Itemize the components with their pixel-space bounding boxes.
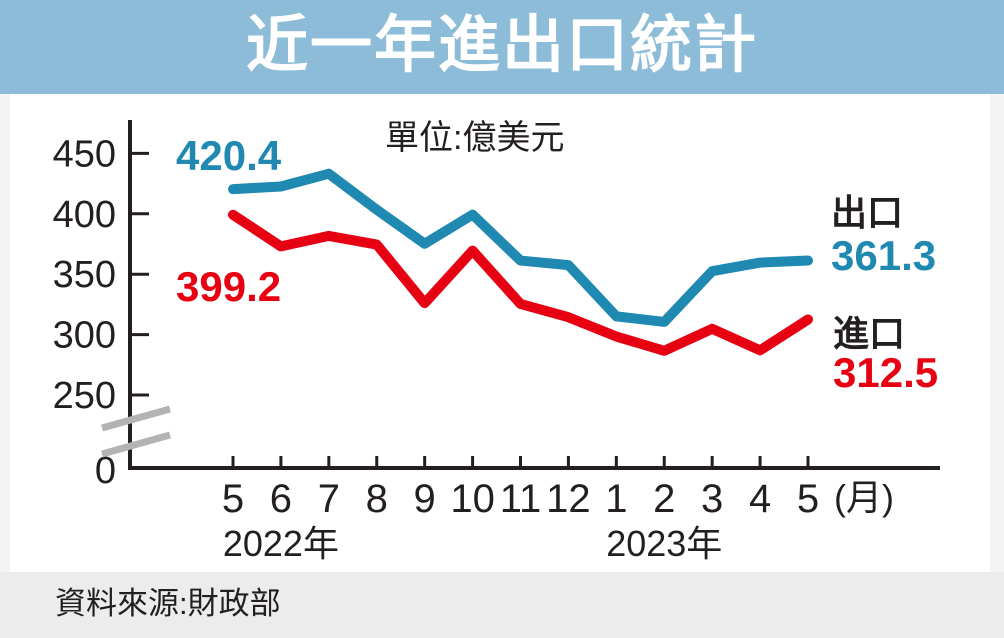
- month-label: 10: [450, 477, 495, 521]
- export-line: [228, 168, 813, 327]
- y-tick-label: 350: [53, 254, 116, 296]
- source-bar: 資料來源:財政部: [0, 572, 1004, 638]
- month-label: 5: [797, 477, 819, 521]
- import-line: [228, 209, 813, 356]
- y-tick-label: 250: [53, 375, 116, 417]
- import-end-value: 312.5: [833, 349, 939, 396]
- year-label: 2023年: [606, 523, 722, 564]
- month-label: 5: [222, 477, 244, 521]
- import-series-label: 進口: [833, 313, 906, 354]
- axis-break-slash: [101, 431, 171, 458]
- chart-title: 近一年進出口統計: [245, 11, 758, 80]
- month-label: 11: [500, 477, 542, 521]
- y-tick-label: 400: [53, 194, 116, 236]
- month-label: 1: [605, 477, 627, 521]
- y-tick-label: 450: [53, 133, 116, 175]
- month-label: 8: [366, 477, 388, 521]
- month-label: 9: [414, 477, 436, 521]
- export-end-value: 361.3: [831, 232, 937, 279]
- month-label: 12: [546, 477, 591, 521]
- y-zero-label: 0: [95, 450, 116, 492]
- month-label: 4: [749, 477, 771, 521]
- import-start-value: 399.2: [176, 263, 282, 310]
- chart-area: [10, 94, 990, 572]
- y-tick-label: 300: [53, 315, 116, 357]
- year-label: 2022年: [223, 523, 339, 564]
- month-label: 3: [701, 477, 723, 521]
- month-unit-label: (月): [834, 477, 894, 518]
- month-label: 6: [270, 477, 292, 521]
- month-label: 7: [318, 477, 340, 521]
- export-start-value: 420.4: [176, 132, 282, 179]
- axis-break-slash: [101, 405, 171, 432]
- title-banner: 近一年進出口統計: [0, 0, 1004, 94]
- unit-label: 單位:億美元: [385, 119, 565, 157]
- export-series-label: 出口: [831, 192, 904, 233]
- month-label: 2: [653, 477, 675, 521]
- data-source: 資料來源:財政部: [55, 586, 281, 621]
